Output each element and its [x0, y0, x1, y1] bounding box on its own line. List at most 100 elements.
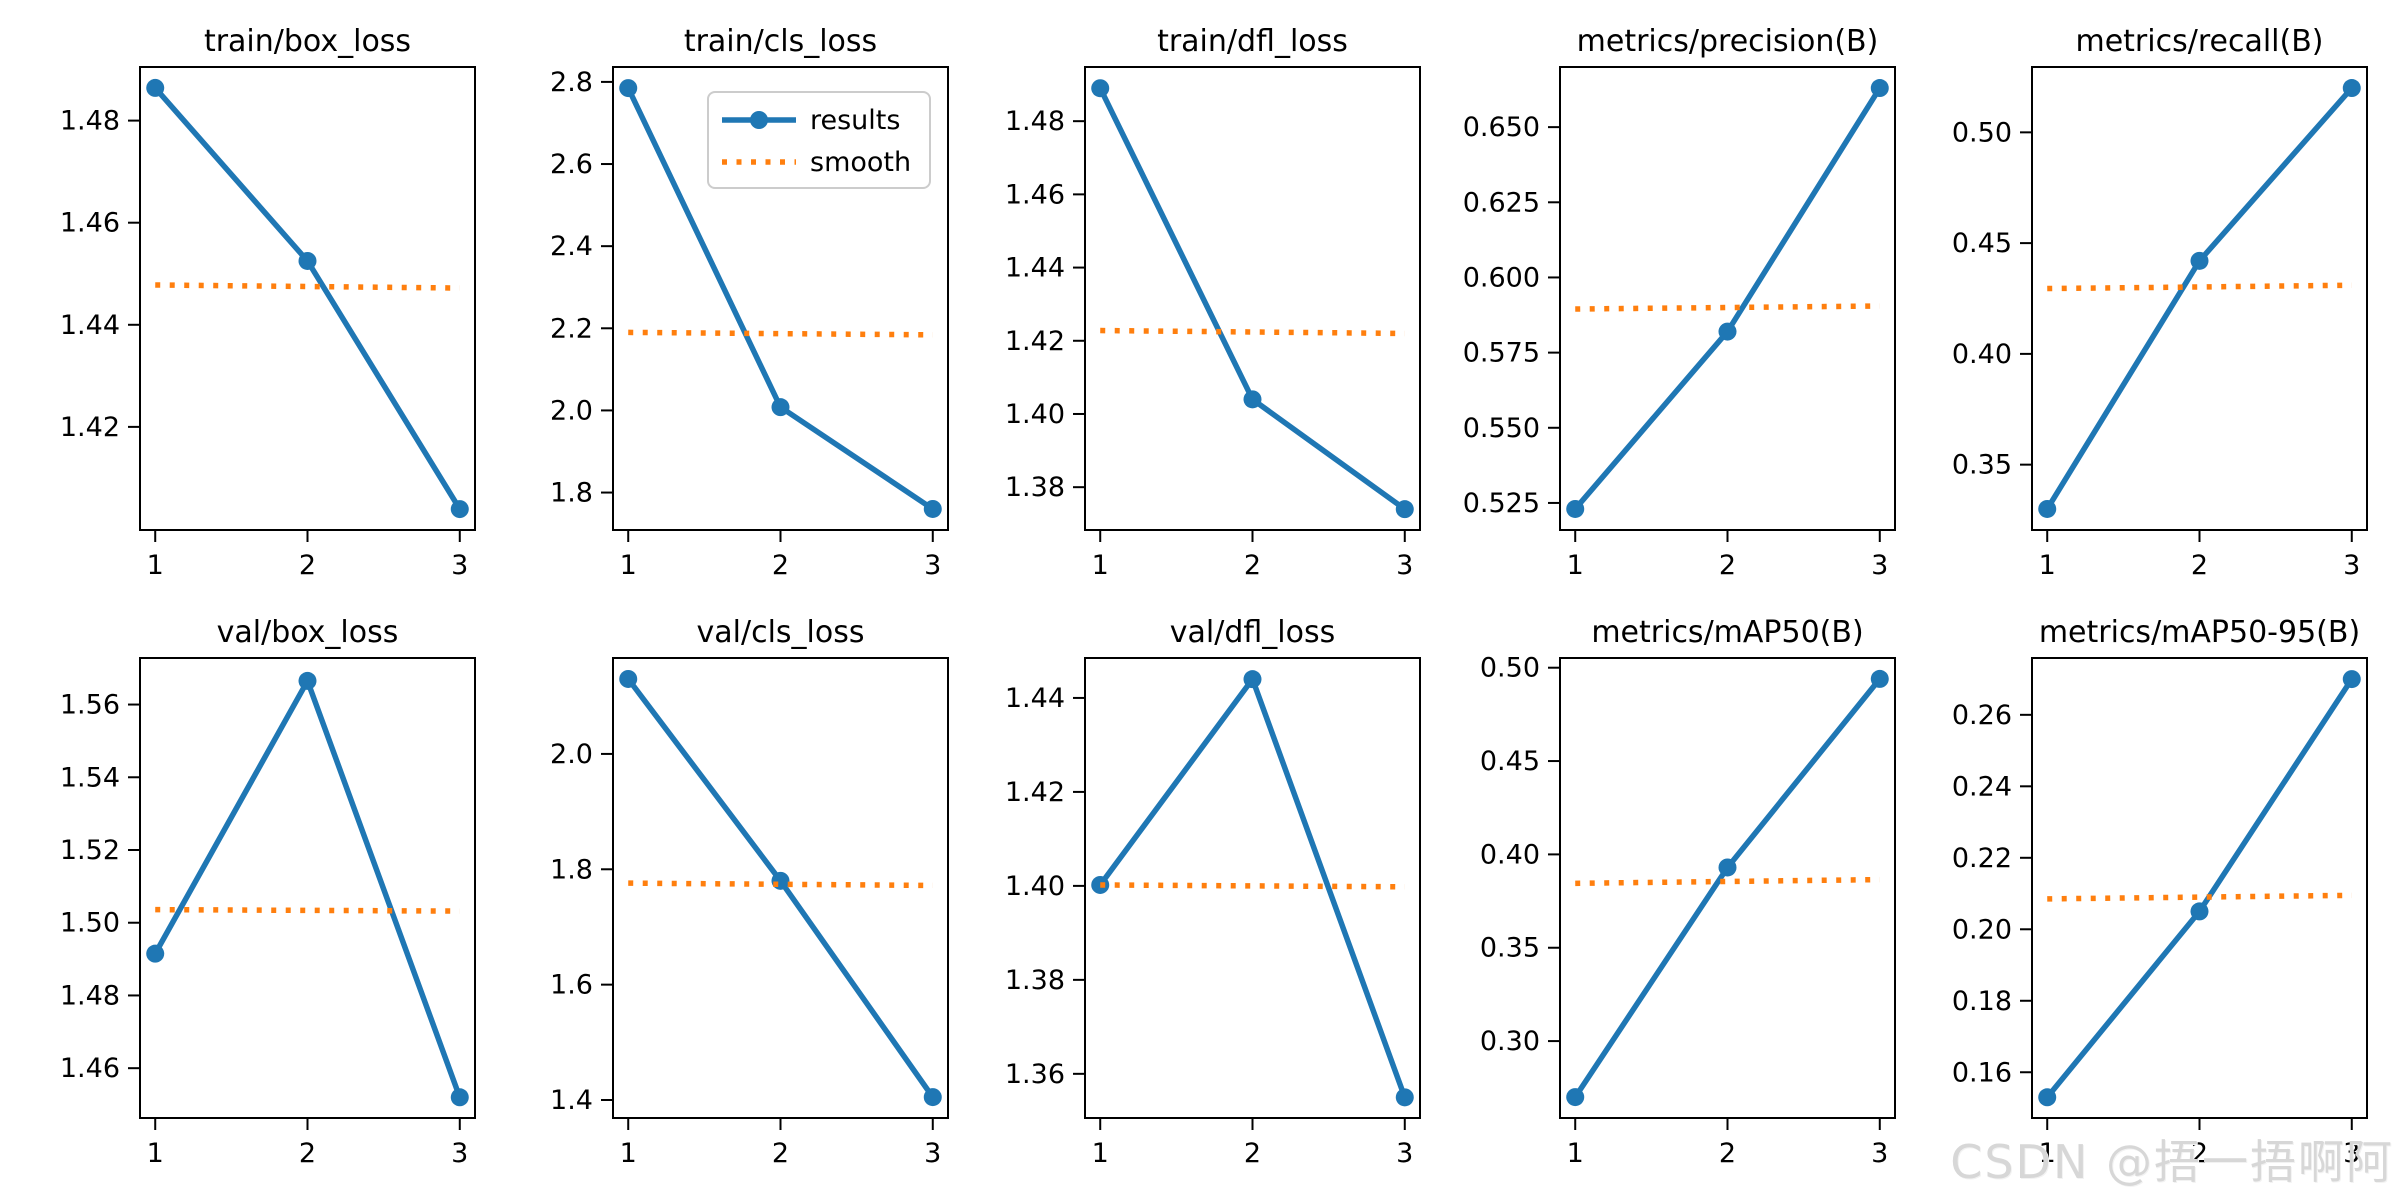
subplot-val/box_loss: 1 2 3 1.56 1.54 1.52 1.50 1.48 1.46 val/box_loss	[60, 615, 476, 1169]
y-tick-label: 1.40	[1005, 399, 1065, 430]
subplot-title: metrics/precision(B)	[1577, 24, 1879, 59]
data-point-marker	[619, 669, 638, 688]
subplot-title: metrics/mAP50-95(B)	[2039, 615, 2360, 650]
x-tick-label: 1	[2039, 1138, 2056, 1169]
subplot-metrics/precision(B): 1 2 3 0.650 0.625 0.600 0.575 0.550 0.525 metrics…	[1463, 24, 1896, 581]
x-tick-label: 2	[299, 1138, 316, 1169]
y-tick-label: 1.36	[1005, 1059, 1065, 1090]
y-tick-label: 1.48	[60, 980, 120, 1011]
x-tick-label: 3	[2343, 550, 2360, 581]
data-point-marker	[2038, 1088, 2057, 1107]
x-tick-label: 1	[620, 550, 637, 581]
axes-frame	[1084, 66, 1421, 531]
y-tick-label: 0.525	[1463, 488, 1540, 519]
y-tick-label: 0.40	[1952, 339, 2012, 370]
y-tick-label: 1.8	[550, 478, 593, 509]
y-tick-label: 0.45	[1952, 228, 2012, 259]
data-point-marker	[1566, 1088, 1585, 1107]
axes-frame	[2031, 657, 2368, 1119]
x-tick-label: 3	[1396, 1138, 1413, 1169]
x-tick-label: 2	[2191, 550, 2208, 581]
subplot-val/cls_loss: 1 2 3 2.0 1.8 1.6 1.4 val/cls_loss	[550, 615, 949, 1169]
y-tick-label: 1.44	[60, 310, 120, 341]
axes-frame	[1559, 66, 1896, 531]
y-tick-label: 1.46	[60, 1053, 120, 1084]
x-tick-label: 2	[299, 550, 316, 581]
y-tick-label: 0.50	[1952, 117, 2012, 148]
y-tick-label: 1.6	[550, 970, 593, 1001]
y-tick-label: 1.50	[60, 908, 120, 939]
y-tick-label: 1.38	[1005, 965, 1065, 996]
y-tick-label: 1.56	[60, 690, 120, 721]
subplot-title: metrics/recall(B)	[2075, 24, 2323, 59]
data-point-marker	[2190, 902, 2209, 921]
y-tick-label: 2.0	[550, 739, 593, 770]
x-tick-label: 3	[924, 550, 941, 581]
y-tick-label: 0.650	[1463, 112, 1540, 143]
data-point-marker	[450, 1088, 469, 1107]
watermark: CSDN @捂一捂啊阿	[1950, 1135, 2394, 1189]
axes-frame	[139, 657, 476, 1119]
subplot-title: train/box_loss	[204, 24, 411, 59]
y-tick-label: 0.550	[1463, 413, 1540, 444]
y-tick-label: 1.42	[1005, 326, 1065, 357]
subplot-train/dfl_loss: 1 2 3 1.48 1.46 1.44 1.42 1.40 1.38 train/dfl_los…	[1005, 24, 1421, 581]
x-tick-label: 3	[451, 1138, 468, 1169]
data-point-marker	[1870, 79, 1889, 98]
x-tick-label: 2	[2191, 1138, 2208, 1169]
y-tick-label: 1.54	[60, 762, 120, 793]
y-tick-label: 0.24	[1952, 771, 2012, 802]
data-point-marker	[771, 871, 790, 890]
axes-frame	[1084, 657, 1421, 1119]
y-tick-label: 0.20	[1952, 914, 2012, 945]
x-tick-label: 3	[1871, 1138, 1888, 1169]
data-point-marker	[450, 500, 469, 519]
y-tick-label: 2.4	[550, 231, 593, 262]
legend-label: results	[810, 105, 900, 136]
data-point-marker	[771, 398, 790, 417]
x-tick-label: 2	[772, 1138, 789, 1169]
y-tick-label: 2.2	[550, 313, 593, 344]
y-tick-label: 0.575	[1463, 338, 1540, 369]
subplot-metrics/mAP50-95(B): 1 2 3 0.26 0.24 0.22 0.20 0.18 0.16 metrics/mAP50…	[1952, 615, 2368, 1169]
data-point-marker	[2342, 79, 2361, 98]
y-tick-label: 1.42	[1005, 777, 1065, 808]
subplot-title: train/dfl_loss	[1157, 24, 1348, 59]
subplot-title: metrics/mAP50(B)	[1591, 615, 1863, 650]
y-tick-label: 0.50	[1480, 653, 1540, 684]
data-point-marker	[923, 499, 942, 518]
x-tick-label: 1	[147, 1138, 164, 1169]
data-point-marker	[1091, 79, 1110, 98]
data-point-marker	[2190, 251, 2209, 270]
x-tick-label: 2	[1719, 550, 1736, 581]
data-point-marker	[1870, 669, 1889, 688]
subplot-val/dfl_loss: 1 2 3 1.44 1.42 1.40 1.38 1.36 val/dfl_loss	[1005, 615, 1421, 1169]
y-tick-label: 1.38	[1005, 472, 1065, 503]
x-tick-label: 2	[772, 550, 789, 581]
x-tick-label: 3	[2343, 1138, 2360, 1169]
y-tick-label: 2.6	[550, 149, 593, 180]
data-point-marker	[1243, 390, 1262, 409]
data-point-marker	[923, 1088, 942, 1107]
y-tick-label: 1.4	[550, 1085, 593, 1116]
y-tick-label: 0.40	[1480, 839, 1540, 870]
x-tick-label: 2	[1244, 550, 1261, 581]
subplot-train/box_loss: 1 2 3 1.48 1.46 1.44 1.42 train/box_loss	[60, 24, 476, 581]
x-tick-label: 1	[1567, 550, 1584, 581]
data-point-marker	[298, 671, 317, 690]
y-tick-label: 0.18	[1952, 986, 2012, 1017]
x-tick-label: 3	[924, 1138, 941, 1169]
x-tick-label: 1	[1092, 550, 1109, 581]
axes-frame	[2031, 66, 2368, 531]
y-tick-label: 2.8	[550, 67, 593, 98]
y-tick-label: 1.46	[60, 208, 120, 239]
x-tick-label: 2	[1719, 1138, 1736, 1169]
y-tick-label: 0.625	[1463, 187, 1540, 218]
legend-label: smooth	[810, 147, 911, 178]
data-point-marker	[2342, 670, 2361, 689]
data-point-marker	[619, 79, 638, 98]
y-tick-label: 0.26	[1952, 700, 2012, 731]
y-tick-label: 1.44	[1005, 683, 1065, 714]
subplot-title: train/cls_loss	[684, 24, 877, 59]
